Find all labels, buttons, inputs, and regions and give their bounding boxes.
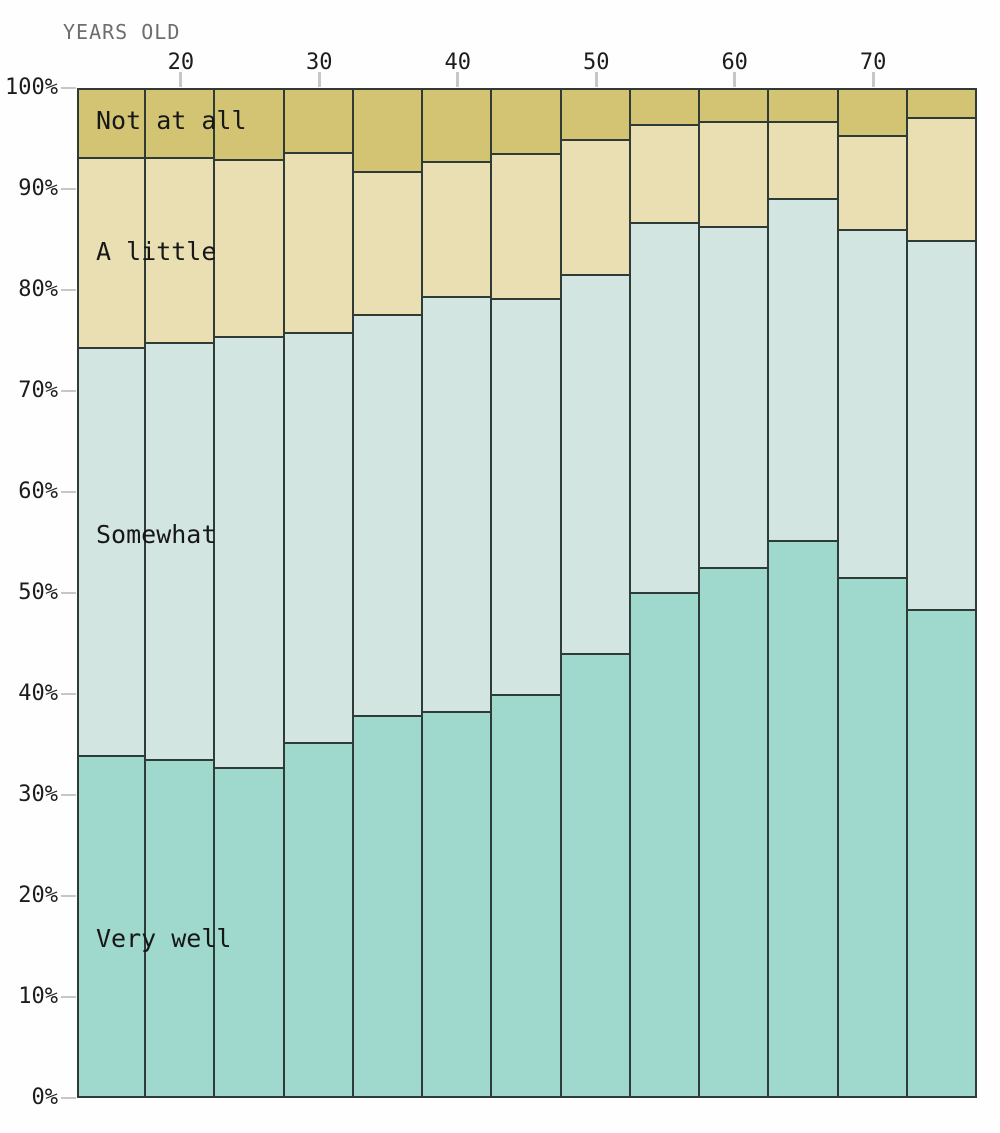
y-axis-tick xyxy=(61,693,76,695)
segment-not-at-all xyxy=(282,88,354,154)
segment-somewhat xyxy=(282,332,354,745)
segment-a-little xyxy=(282,151,354,335)
segment-not-at-all xyxy=(836,88,908,138)
series-label-very-well: Very well xyxy=(96,924,232,953)
x-axis-tick-label: 60 xyxy=(721,50,748,75)
x-axis-title: YEARS OLD xyxy=(63,20,181,44)
segment-not-at-all xyxy=(628,88,701,127)
segment-somewhat xyxy=(767,198,839,543)
segment-somewhat xyxy=(77,346,147,757)
segment-a-little xyxy=(628,124,701,225)
segment-a-little xyxy=(767,121,839,201)
y-axis-tick xyxy=(61,592,76,594)
y-axis-tick-label: 80% xyxy=(18,277,58,302)
segment-somewhat xyxy=(836,229,908,579)
segment-very-well xyxy=(421,711,493,1098)
segment-a-little xyxy=(905,117,977,242)
bar-age-70 xyxy=(836,88,908,1098)
segment-not-at-all xyxy=(421,88,493,163)
segment-very-well xyxy=(628,592,701,1098)
y-axis-tick-label: 20% xyxy=(18,883,58,908)
y-axis-tick-label: 60% xyxy=(18,479,58,504)
series-label-somewhat: Somewhat xyxy=(96,520,217,549)
segment-very-well xyxy=(282,742,354,1098)
y-axis-tick xyxy=(61,188,76,190)
series-label-a-little: A little xyxy=(96,237,217,266)
bar-age-45 xyxy=(490,88,562,1098)
x-axis-tick-label: 50 xyxy=(582,50,610,75)
segment-somewhat xyxy=(213,336,285,769)
segment-not-at-all xyxy=(698,88,770,124)
y-axis-tick xyxy=(61,390,76,392)
bar-age-50 xyxy=(559,88,631,1098)
x-axis-tick xyxy=(179,72,183,87)
bar-age-65 xyxy=(767,88,839,1098)
series-label-not-at-all: Not at all xyxy=(96,106,247,135)
segment-a-little xyxy=(836,135,908,232)
segment-somewhat xyxy=(490,298,562,696)
segment-not-at-all xyxy=(490,88,562,155)
segment-a-little xyxy=(351,170,424,317)
bar-age-75 xyxy=(905,88,977,1098)
segment-very-well xyxy=(351,715,424,1098)
segment-very-well xyxy=(836,576,908,1098)
bar-age-30 xyxy=(282,88,354,1098)
plot-area xyxy=(77,88,977,1098)
y-axis-tick-label: 40% xyxy=(18,681,58,706)
segment-somewhat xyxy=(628,222,701,594)
segment-very-well xyxy=(559,652,631,1098)
segment-not-at-all xyxy=(559,88,631,141)
y-axis-tick-label: 0% xyxy=(31,1085,59,1110)
x-axis-tick-label: 40 xyxy=(444,50,472,75)
y-axis-tick xyxy=(61,996,76,998)
y-axis-tick-label: 90% xyxy=(18,176,58,201)
segment-very-well xyxy=(905,609,977,1098)
segment-not-at-all xyxy=(767,88,839,124)
y-axis-tick-label: 100% xyxy=(5,75,58,100)
segment-somewhat xyxy=(351,314,424,718)
x-axis-tick-label: 30 xyxy=(306,50,333,75)
segment-a-little xyxy=(213,158,285,339)
y-axis-tick-label: 70% xyxy=(18,378,58,403)
bar-age-55 xyxy=(628,88,701,1098)
bar-age-40 xyxy=(421,88,493,1098)
segment-very-well xyxy=(144,758,216,1098)
x-axis-tick-label: 20 xyxy=(167,50,195,75)
segment-a-little xyxy=(421,160,493,299)
segment-somewhat xyxy=(144,341,216,761)
segment-not-at-all xyxy=(905,88,977,120)
segment-a-little xyxy=(559,138,631,276)
y-axis-tick-label: 10% xyxy=(18,984,58,1009)
bar-age-60 xyxy=(698,88,770,1098)
segment-very-well xyxy=(698,566,770,1098)
x-axis-tick xyxy=(871,72,875,87)
segment-not-at-all xyxy=(213,88,285,161)
y-axis-tick xyxy=(61,289,76,291)
x-axis-tick-label: 70 xyxy=(859,50,887,75)
segment-a-little xyxy=(490,152,562,301)
y-axis-tick-label: 30% xyxy=(18,782,58,807)
x-axis-tick xyxy=(733,72,737,87)
segment-somewhat xyxy=(559,273,631,655)
y-axis-tick xyxy=(61,491,76,493)
segment-somewhat xyxy=(698,226,770,569)
bar-age-35 xyxy=(351,88,424,1098)
segment-somewhat xyxy=(421,296,493,714)
y-axis-tick xyxy=(61,87,76,89)
x-axis-tick xyxy=(456,72,460,87)
segment-a-little xyxy=(144,156,216,344)
segment-somewhat xyxy=(905,239,977,612)
x-axis-tick xyxy=(317,72,321,87)
y-axis-tick-label: 50% xyxy=(18,580,58,605)
segment-very-well xyxy=(767,540,839,1098)
y-axis-tick xyxy=(61,1097,76,1099)
segment-a-little xyxy=(698,121,770,229)
y-axis-tick xyxy=(61,895,76,897)
segment-not-at-all xyxy=(351,88,424,173)
x-axis-tick xyxy=(594,72,598,87)
bar-age-20 xyxy=(144,88,216,1098)
segment-very-well xyxy=(490,694,562,1098)
y-axis-tick xyxy=(61,794,76,796)
